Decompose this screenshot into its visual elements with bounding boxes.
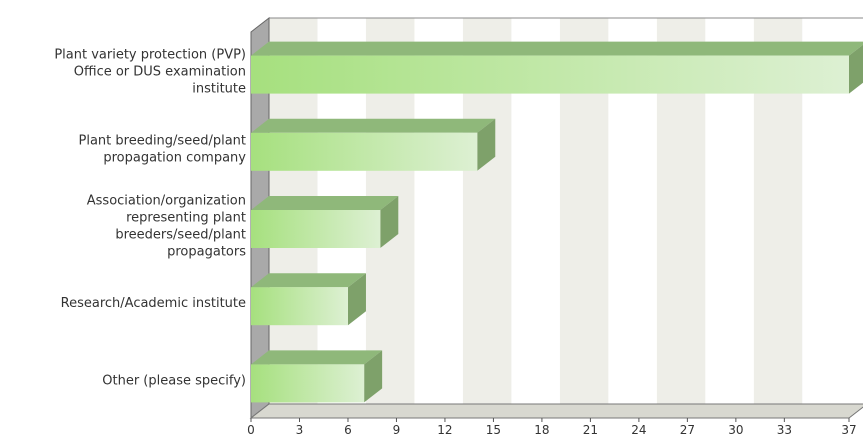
x-tick-label: 0 [247,423,255,436]
x-tick-label: 3 [296,423,304,436]
category-label: Plant breeding/seed/plant propagation com… [79,133,247,165]
x-tick-label: 12 [437,423,452,436]
category-label: Other (please specify) [102,373,246,388]
x-tick-label: 18 [534,423,549,436]
bar [251,41,863,94]
x-tick-label: 27 [680,423,695,436]
x-tick-label: 30 [728,423,743,436]
x-tick-label: 21 [583,423,598,436]
category-label: Association/organization representing pla… [87,194,246,260]
bar [251,118,496,171]
category-label: Plant variety protection (PVP) Office or … [54,48,246,97]
floor [249,403,863,419]
x-tick-label: 9 [393,423,401,436]
x-tick-label: 6 [344,423,352,436]
bars [251,41,863,403]
category-labels: Plant variety protection (PVP) Office or … [54,48,246,389]
x-tick-label: 37 [841,423,856,436]
bar [251,196,399,248]
bar [251,350,383,403]
bar [251,273,366,326]
x-tick-label: 33 [777,423,792,436]
x-tick-label: 24 [631,423,646,436]
x-axis-ticks: 0 3 6 9 12 15 18 21 24 27 30 33 37 [247,418,857,437]
category-label: Research/Academic institute [61,296,246,311]
x-tick-label: 15 [486,423,501,436]
